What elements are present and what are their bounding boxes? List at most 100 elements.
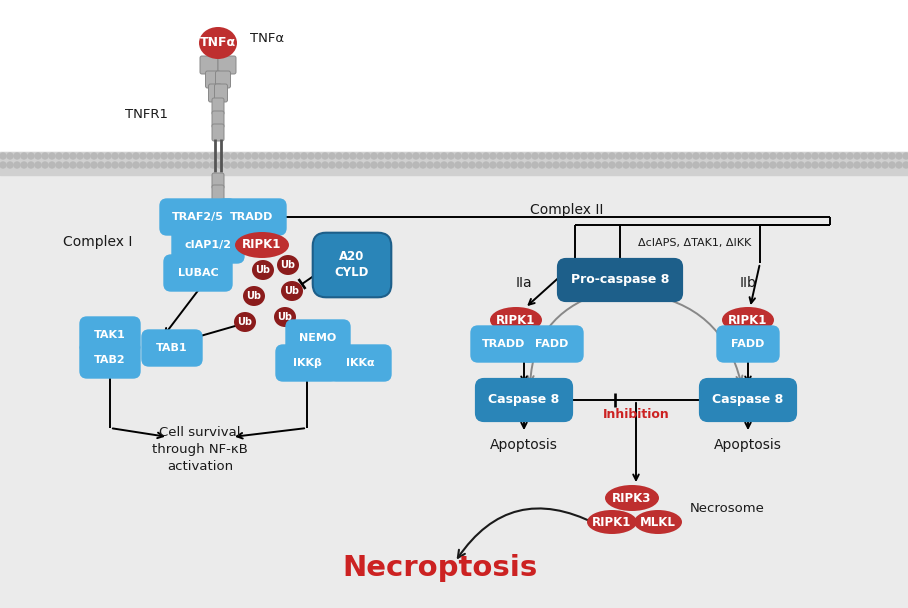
Circle shape	[70, 153, 76, 159]
Circle shape	[189, 153, 195, 159]
Circle shape	[126, 153, 132, 159]
Circle shape	[840, 153, 846, 159]
Circle shape	[378, 153, 384, 159]
Text: IIa: IIa	[516, 276, 532, 290]
Circle shape	[609, 153, 615, 159]
Circle shape	[196, 162, 202, 168]
Circle shape	[770, 162, 776, 168]
Circle shape	[875, 153, 881, 159]
Circle shape	[749, 153, 755, 159]
FancyBboxPatch shape	[79, 341, 141, 379]
Text: TNFR1: TNFR1	[125, 108, 168, 122]
Circle shape	[238, 153, 244, 159]
Circle shape	[259, 153, 265, 159]
Circle shape	[679, 153, 685, 159]
Ellipse shape	[490, 307, 542, 333]
Circle shape	[805, 162, 811, 168]
Circle shape	[721, 153, 727, 159]
Circle shape	[756, 162, 762, 168]
Circle shape	[847, 162, 853, 168]
Circle shape	[28, 162, 34, 168]
FancyBboxPatch shape	[205, 71, 221, 88]
Circle shape	[133, 153, 139, 159]
Circle shape	[301, 162, 307, 168]
FancyBboxPatch shape	[699, 378, 797, 422]
Ellipse shape	[634, 510, 682, 534]
Circle shape	[462, 153, 468, 159]
Circle shape	[553, 162, 559, 168]
Circle shape	[357, 162, 363, 168]
Circle shape	[546, 162, 552, 168]
Ellipse shape	[277, 255, 299, 275]
Circle shape	[322, 153, 328, 159]
Text: Inhibition: Inhibition	[603, 409, 669, 421]
Circle shape	[553, 153, 559, 159]
Circle shape	[672, 162, 678, 168]
Circle shape	[364, 162, 370, 168]
Circle shape	[112, 153, 118, 159]
Text: ΔcIAPS, ΔTAK1, ΔIKK: ΔcIAPS, ΔTAK1, ΔIKK	[638, 238, 751, 248]
FancyArrowPatch shape	[528, 294, 598, 382]
Circle shape	[581, 153, 587, 159]
Circle shape	[0, 153, 6, 159]
Circle shape	[105, 162, 111, 168]
Circle shape	[567, 153, 573, 159]
Circle shape	[294, 153, 300, 159]
Circle shape	[168, 162, 174, 168]
Circle shape	[812, 162, 818, 168]
Circle shape	[805, 153, 811, 159]
Circle shape	[49, 162, 55, 168]
Circle shape	[427, 153, 433, 159]
Circle shape	[392, 162, 398, 168]
Circle shape	[98, 162, 104, 168]
Text: Complex I: Complex I	[63, 235, 133, 249]
FancyBboxPatch shape	[557, 258, 683, 302]
Circle shape	[336, 162, 342, 168]
Circle shape	[476, 162, 482, 168]
Text: Pro-caspase 8: Pro-caspase 8	[571, 274, 669, 286]
Circle shape	[693, 162, 699, 168]
Circle shape	[707, 162, 713, 168]
Text: TAB2: TAB2	[94, 355, 126, 365]
Circle shape	[154, 162, 160, 168]
Circle shape	[161, 162, 167, 168]
Circle shape	[868, 153, 874, 159]
Text: RIPK1: RIPK1	[497, 314, 536, 326]
Circle shape	[203, 153, 209, 159]
Circle shape	[560, 153, 566, 159]
Circle shape	[567, 162, 573, 168]
Text: Apoptosis: Apoptosis	[490, 438, 558, 452]
Circle shape	[511, 162, 517, 168]
Circle shape	[798, 153, 804, 159]
FancyBboxPatch shape	[212, 111, 224, 128]
Circle shape	[483, 162, 489, 168]
Text: Apoptosis: Apoptosis	[714, 438, 782, 452]
Circle shape	[182, 153, 188, 159]
Circle shape	[119, 162, 125, 168]
Ellipse shape	[243, 286, 265, 306]
FancyBboxPatch shape	[215, 71, 231, 88]
Circle shape	[147, 153, 153, 159]
Circle shape	[504, 162, 510, 168]
FancyBboxPatch shape	[475, 378, 573, 422]
Circle shape	[21, 153, 27, 159]
Circle shape	[399, 153, 405, 159]
Circle shape	[637, 162, 643, 168]
FancyArrowPatch shape	[642, 294, 743, 382]
Circle shape	[434, 153, 440, 159]
Circle shape	[266, 153, 272, 159]
Circle shape	[140, 162, 146, 168]
Ellipse shape	[587, 510, 637, 534]
Circle shape	[14, 153, 20, 159]
FancyBboxPatch shape	[470, 325, 538, 363]
FancyBboxPatch shape	[520, 325, 584, 363]
Circle shape	[574, 162, 580, 168]
FancyArrowPatch shape	[458, 508, 596, 558]
Circle shape	[889, 153, 895, 159]
Circle shape	[609, 162, 615, 168]
Ellipse shape	[199, 27, 237, 59]
FancyBboxPatch shape	[217, 198, 287, 236]
Text: TRADD: TRADD	[482, 339, 526, 349]
Circle shape	[525, 153, 531, 159]
Circle shape	[252, 153, 258, 159]
